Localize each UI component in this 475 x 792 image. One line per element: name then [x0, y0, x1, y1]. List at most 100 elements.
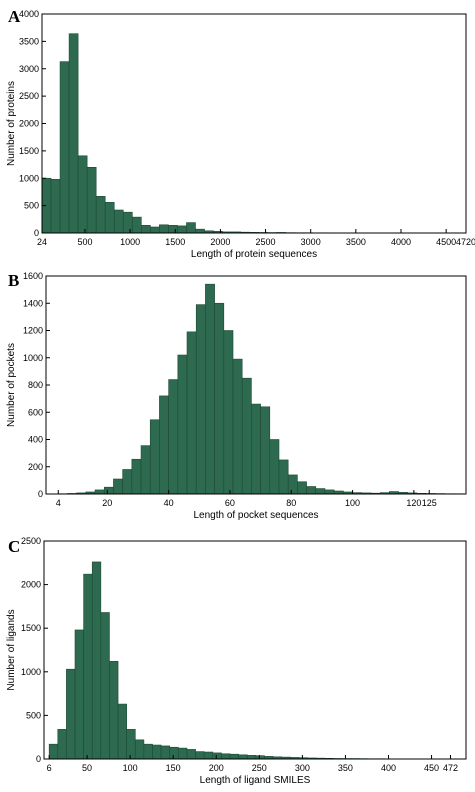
histogram-bar: [109, 661, 118, 759]
histogram-bar: [87, 167, 96, 233]
histogram-bar: [135, 740, 144, 759]
histogram-bar: [49, 744, 58, 759]
histogram-bar: [187, 332, 196, 494]
y-tick-label: 1000: [21, 667, 41, 677]
histogram-bar: [95, 490, 104, 494]
histogram-bar: [242, 378, 251, 494]
histogram-bar: [114, 210, 123, 233]
y-tick-label: 200: [28, 462, 43, 472]
histogram-bar: [105, 202, 114, 233]
histogram-bar: [144, 744, 153, 759]
y-tick-label: 400: [28, 435, 43, 445]
histogram-bar: [150, 420, 159, 494]
y-tick-label: 4000: [19, 9, 39, 19]
histogram-bar: [205, 284, 214, 494]
x-axis-label: Length of protein sequences: [191, 249, 317, 260]
histogram-bar: [132, 217, 141, 233]
histogram-bar: [325, 490, 334, 494]
x-tick-label: 4500: [436, 237, 456, 247]
y-tick-label: 500: [24, 201, 39, 211]
x-tick-label: 6: [47, 763, 52, 773]
x-tick-label: 50: [82, 763, 92, 773]
x-tick-label: 250: [252, 763, 267, 773]
histogram-bar: [195, 229, 204, 233]
histogram-bar: [66, 669, 75, 759]
x-axis-label: Length of ligand SMILES: [200, 775, 311, 786]
x-tick-label: 472: [443, 763, 458, 773]
histogram-bar: [123, 469, 132, 494]
histogram-bar: [150, 227, 159, 233]
histogram-bar: [233, 359, 242, 494]
y-axis-label: Number of ligands: [6, 609, 17, 690]
histogram-bar: [169, 380, 178, 494]
histogram-bar: [239, 755, 248, 759]
y-tick-label: 2500: [19, 91, 39, 101]
histogram-bar: [196, 305, 205, 494]
y-tick-label: 0: [36, 754, 41, 764]
x-tick-label: 1000: [120, 237, 140, 247]
y-axis-label: Number of pockets: [6, 343, 17, 427]
histogram-bar: [153, 745, 162, 759]
y-tick-label: 3000: [19, 64, 39, 74]
x-tick-label: 100: [345, 498, 360, 508]
histogram-bar: [127, 729, 136, 759]
histogram-bar: [69, 34, 78, 233]
x-tick-label: 450: [424, 763, 439, 773]
histogram-bar: [178, 748, 187, 759]
y-tick-label: 1600: [23, 271, 43, 281]
y-tick-label: 3500: [19, 36, 39, 46]
histogram-bar: [215, 303, 224, 494]
x-tick-label: 2500: [256, 237, 276, 247]
y-tick-label: 800: [28, 380, 43, 390]
histogram-bar: [224, 331, 233, 495]
histogram-bar: [118, 704, 127, 759]
x-tick-label: 4: [56, 498, 61, 508]
histogram-bar: [186, 223, 195, 233]
histogram-bar: [213, 753, 222, 759]
y-tick-label: 1500: [21, 623, 41, 633]
histogram-bar: [96, 196, 105, 233]
histogram-bar: [104, 487, 113, 494]
histogram-bar: [51, 179, 60, 233]
histogram-bar: [230, 754, 239, 759]
histogram-bar: [92, 562, 101, 759]
histogram-bar: [288, 475, 297, 494]
histogram-bar: [204, 752, 213, 759]
x-tick-label: 200: [209, 763, 224, 773]
plot-frame: [42, 14, 466, 233]
y-tick-label: 1200: [23, 326, 43, 336]
histogram-bar: [279, 460, 288, 494]
y-axis-label: Number of proteins: [6, 81, 17, 166]
x-tick-label: 4000: [391, 237, 411, 247]
x-tick-label: 80: [286, 498, 296, 508]
histogram-bar: [196, 752, 205, 759]
y-tick-label: 500: [26, 710, 41, 720]
x-tick-label: 2000: [210, 237, 230, 247]
y-tick-label: 1000: [23, 353, 43, 363]
histogram-bar: [159, 225, 168, 233]
histogram-bar: [113, 479, 122, 494]
histogram-bar: [58, 729, 67, 759]
panel-letter: B: [8, 271, 19, 290]
panel-letter: C: [8, 537, 20, 556]
histogram-bar: [132, 459, 141, 494]
histogram-bar: [270, 440, 279, 495]
x-tick-label: 3500: [346, 237, 366, 247]
histogram-bar: [141, 225, 150, 233]
x-tick-label: 40: [164, 498, 174, 508]
histogram-bar: [178, 355, 187, 494]
histogram-bar: [168, 225, 177, 233]
y-tick-label: 2000: [19, 119, 39, 129]
x-tick-label: 4720: [456, 237, 475, 247]
x-tick-label: 120: [406, 498, 421, 508]
histogram-bar: [247, 755, 256, 759]
histogram-bar: [187, 749, 196, 759]
histogram-bar: [170, 747, 179, 759]
histogram-bar: [261, 407, 270, 494]
x-tick-label: 3000: [301, 237, 321, 247]
x-tick-label: 60: [225, 498, 235, 508]
